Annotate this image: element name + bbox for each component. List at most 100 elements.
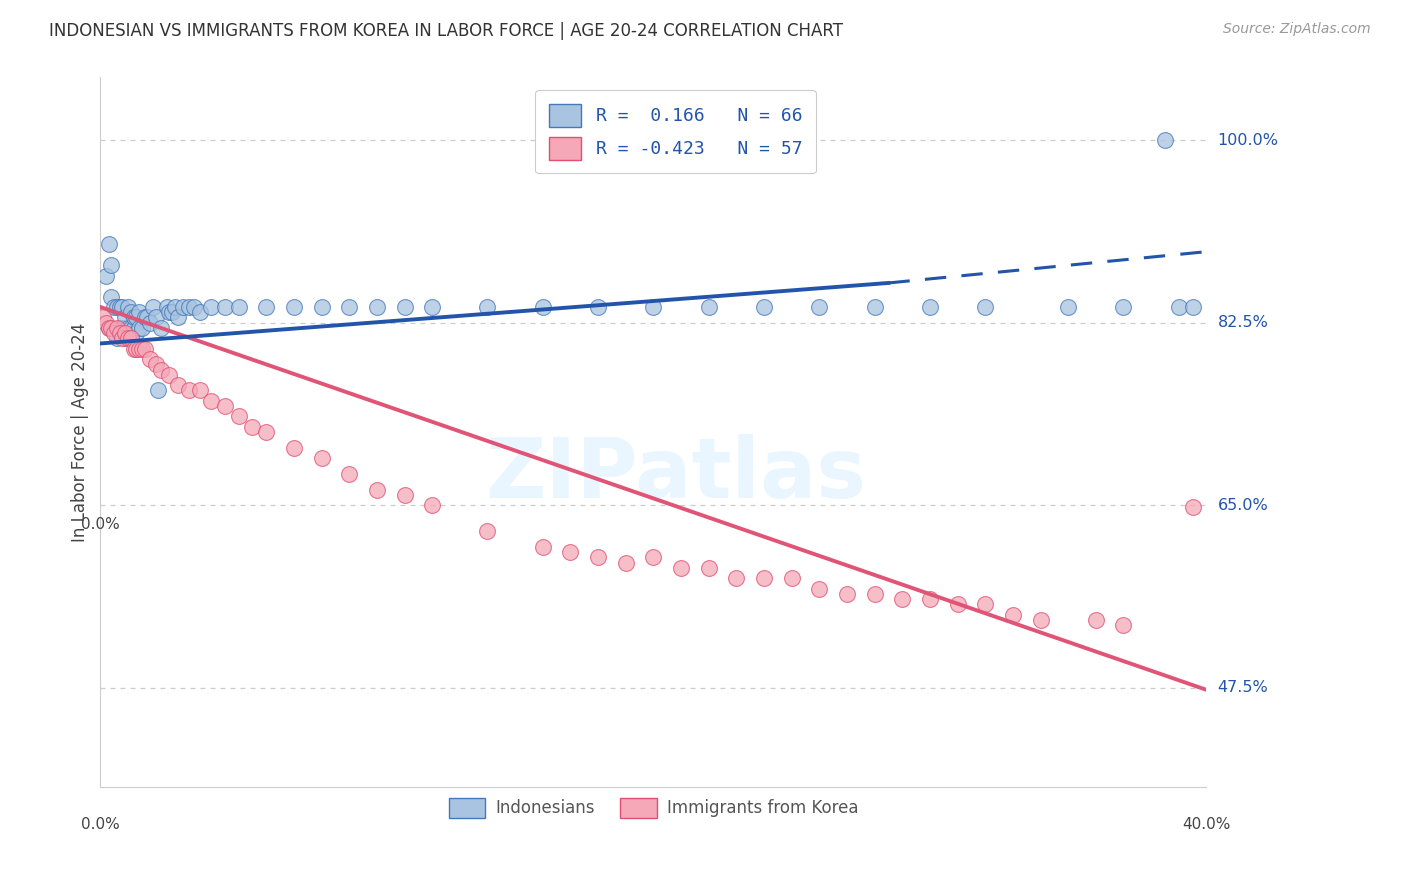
- Point: [394, 488, 416, 502]
- Text: Source: ZipAtlas.com: Source: ZipAtlas.com: [1223, 22, 1371, 37]
- Point: [283, 441, 305, 455]
- Point: [150, 362, 173, 376]
- Point: [1167, 300, 1189, 314]
- Point: [139, 316, 162, 330]
- Point: [228, 300, 250, 314]
- Point: [188, 305, 211, 319]
- Point: [128, 305, 150, 319]
- Point: [918, 592, 941, 607]
- Text: ZIPatlas: ZIPatlas: [485, 434, 866, 516]
- Point: [91, 310, 114, 325]
- Point: [100, 321, 122, 335]
- Point: [117, 331, 139, 345]
- Y-axis label: In Labor Force | Age 20-24: In Labor Force | Age 20-24: [72, 323, 89, 541]
- Point: [166, 378, 188, 392]
- Point: [159, 305, 181, 319]
- Text: 100.0%: 100.0%: [1218, 133, 1278, 147]
- Point: [1181, 500, 1204, 515]
- Point: [1112, 300, 1135, 314]
- Point: [337, 300, 360, 314]
- Text: 65.0%: 65.0%: [1218, 498, 1268, 513]
- Point: [1181, 300, 1204, 314]
- Point: [254, 300, 277, 314]
- Point: [125, 310, 148, 325]
- Point: [863, 300, 886, 314]
- Text: 47.5%: 47.5%: [1218, 681, 1268, 695]
- Point: [103, 326, 125, 340]
- Point: [122, 321, 145, 335]
- Point: [125, 342, 148, 356]
- Point: [477, 300, 499, 314]
- Point: [780, 571, 803, 585]
- Point: [131, 342, 153, 356]
- Point: [111, 300, 134, 314]
- Point: [808, 582, 831, 596]
- Point: [103, 300, 125, 314]
- Point: [214, 300, 236, 314]
- Point: [159, 368, 181, 382]
- Text: INDONESIAN VS IMMIGRANTS FROM KOREA IN LABOR FORCE | AGE 20-24 CORRELATION CHART: INDONESIAN VS IMMIGRANTS FROM KOREA IN L…: [49, 22, 844, 40]
- Point: [125, 326, 148, 340]
- Point: [111, 321, 134, 335]
- Point: [891, 592, 914, 607]
- Point: [145, 310, 167, 325]
- Point: [918, 300, 941, 314]
- Point: [531, 300, 554, 314]
- Point: [136, 310, 159, 325]
- Text: 0.0%: 0.0%: [82, 517, 120, 533]
- Point: [100, 289, 122, 303]
- Point: [114, 331, 136, 345]
- Point: [108, 300, 131, 314]
- Point: [150, 321, 173, 335]
- Point: [188, 384, 211, 398]
- Text: 0.0%: 0.0%: [82, 817, 120, 832]
- Point: [752, 571, 775, 585]
- Point: [974, 597, 997, 611]
- Point: [148, 384, 170, 398]
- Point: [643, 300, 665, 314]
- Point: [228, 409, 250, 424]
- Point: [105, 321, 128, 335]
- Point: [97, 237, 120, 252]
- Point: [97, 321, 120, 335]
- Point: [946, 597, 969, 611]
- Point: [337, 467, 360, 481]
- Point: [254, 425, 277, 439]
- Point: [183, 300, 205, 314]
- Point: [1084, 613, 1107, 627]
- Point: [94, 268, 117, 283]
- Point: [531, 540, 554, 554]
- Point: [162, 305, 184, 319]
- Point: [242, 420, 264, 434]
- Point: [94, 316, 117, 330]
- Point: [145, 357, 167, 371]
- Point: [117, 300, 139, 314]
- Point: [108, 321, 131, 335]
- Point: [560, 545, 582, 559]
- Point: [105, 300, 128, 314]
- Point: [97, 321, 120, 335]
- Point: [1001, 607, 1024, 622]
- Point: [105, 331, 128, 345]
- Point: [131, 321, 153, 335]
- Point: [177, 300, 200, 314]
- Point: [114, 310, 136, 325]
- Point: [420, 300, 443, 314]
- Point: [122, 342, 145, 356]
- Point: [311, 300, 333, 314]
- Point: [128, 342, 150, 356]
- Point: [139, 352, 162, 367]
- Point: [808, 300, 831, 314]
- Point: [311, 451, 333, 466]
- Point: [111, 331, 134, 345]
- Point: [863, 587, 886, 601]
- Point: [142, 300, 165, 314]
- Point: [1112, 618, 1135, 632]
- Point: [586, 550, 609, 565]
- Point: [166, 310, 188, 325]
- Point: [477, 524, 499, 539]
- Point: [172, 300, 194, 314]
- Point: [366, 483, 388, 497]
- Point: [643, 550, 665, 565]
- Point: [1057, 300, 1080, 314]
